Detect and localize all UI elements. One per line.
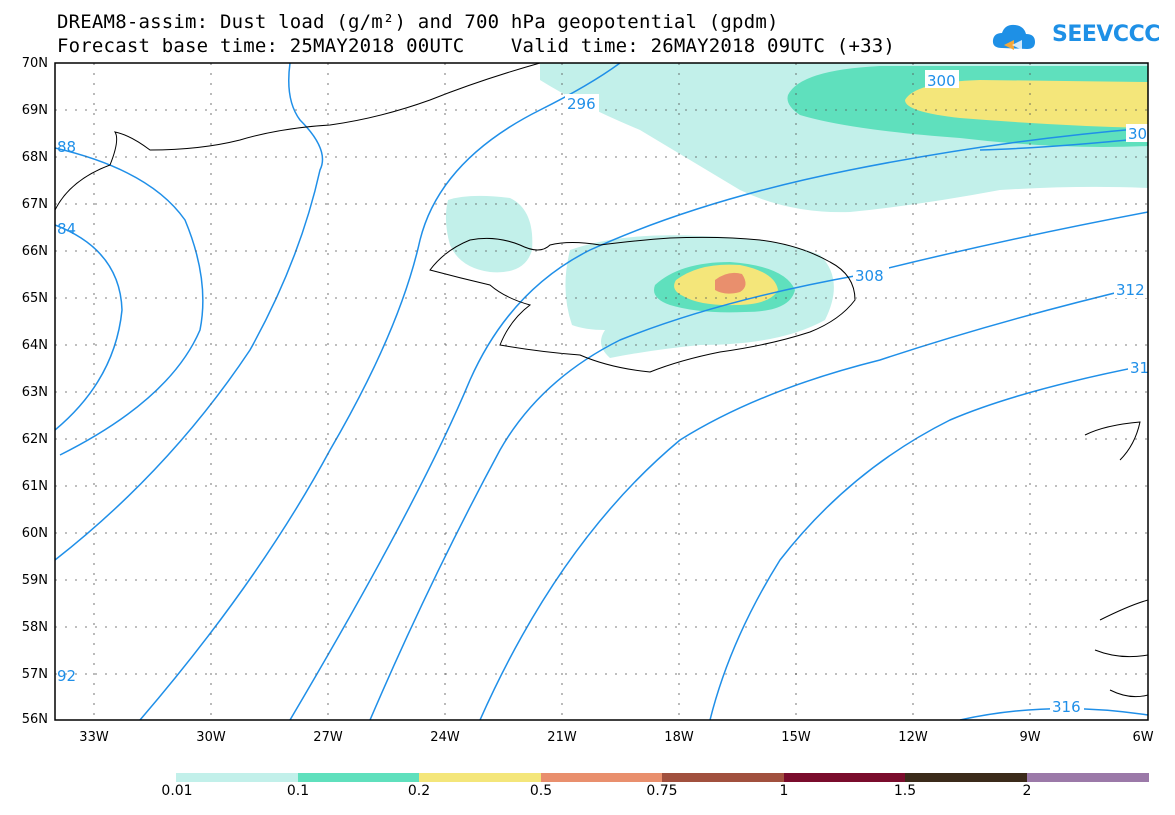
map-title: DREAM8-assim: Dust load (g/m²) and 700 h… [57, 11, 779, 33]
contour-label: 308 [855, 267, 884, 285]
coastlines [55, 63, 1148, 698]
lon-label: 33W [79, 730, 109, 745]
lon-label: 6W [1132, 730, 1154, 745]
contour-label: 88 [57, 138, 76, 156]
colorbar-swatch [905, 773, 1027, 782]
lat-label: 57N [21, 667, 48, 682]
lat-label: 64N [21, 338, 48, 353]
lat-label: 68N [21, 150, 48, 165]
colorbar-label: 0.5 [529, 783, 553, 799]
lat-label: 58N [21, 620, 48, 635]
contour-label: 84 [57, 220, 76, 238]
lat-label: 66N [21, 244, 48, 259]
lon-label: 9W [1019, 730, 1041, 745]
logo-text: SEEVCCC [1052, 22, 1160, 47]
lat-label: 56N [21, 712, 48, 727]
contour-label: 31 [1130, 359, 1149, 377]
colorbar-label: 0.01 [161, 783, 193, 799]
colorbar-label: 0.1 [286, 783, 310, 799]
colorbar-label: 1 [779, 783, 789, 799]
lon-label: 15W [781, 730, 811, 745]
lat-label: 61N [21, 479, 48, 494]
lat-label: 69N [21, 103, 48, 118]
lat-label: 65N [21, 291, 48, 306]
contour-label: 92 [57, 667, 76, 685]
colorbar-swatch [176, 773, 298, 782]
colorbar-swatch [541, 773, 662, 782]
colorbar-swatch [662, 773, 784, 782]
contour-label: 30 [1128, 125, 1147, 143]
colorbar-swatch [1027, 773, 1149, 782]
contour-labels: 296 300 30 308 312 31 316 88 84 92 [57, 70, 1149, 716]
lat-label: 67N [21, 197, 48, 212]
lat-label: 60N [21, 526, 48, 541]
lon-label: 24W [430, 730, 460, 745]
colorbar-swatch [298, 773, 419, 782]
lon-label: 18W [664, 730, 694, 745]
contour-label: 316 [1052, 698, 1081, 716]
colorbar [176, 773, 1149, 782]
lat-label: 62N [21, 432, 48, 447]
contour-label: 300 [927, 72, 956, 90]
colorbar-label: 2 [1022, 783, 1032, 799]
lon-label: 30W [196, 730, 226, 745]
lat-label: 70N [21, 56, 48, 71]
colorbar-label: 1.5 [893, 783, 917, 799]
lon-label: 21W [547, 730, 577, 745]
colorbar-swatch [784, 773, 905, 782]
colorbar-swatch [419, 773, 541, 782]
map-subtitle: Forecast base time: 25MAY2018 00UTC Vali… [57, 35, 896, 57]
colorbar-label: 0.2 [407, 783, 431, 799]
lon-label: 27W [313, 730, 343, 745]
map-frame [54, 62, 1149, 721]
contour-label: 296 [567, 95, 596, 113]
cloud-icon [992, 24, 1035, 50]
contour-label: 312 [1116, 281, 1145, 299]
dust-shading [445, 63, 1148, 358]
lon-label: 12W [898, 730, 928, 745]
lat-label: 59N [21, 573, 48, 588]
gridlines [55, 63, 1148, 720]
colorbar-label: 0.75 [646, 783, 678, 799]
lat-label: 63N [21, 385, 48, 400]
